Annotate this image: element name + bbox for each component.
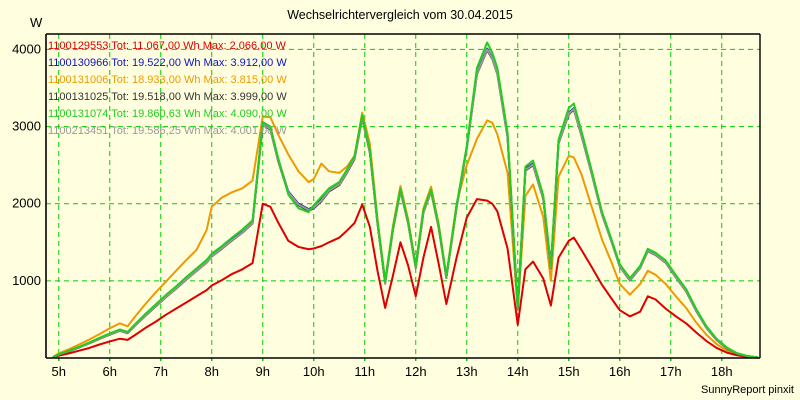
x-axis-tick-label: 18h bbox=[711, 364, 733, 379]
y-axis-unit-label: W bbox=[30, 15, 43, 30]
legend-item-1100131006: 1100131006 Tot: 18.933,00 Wh Max: 3.815,… bbox=[48, 74, 287, 86]
chart-title: Wechselrichtervergleich vom 30.04.2015 bbox=[287, 8, 513, 22]
legend-item-1100130966: 1100130966 Tot: 19.522,00 Wh Max: 3.912,… bbox=[48, 57, 287, 69]
x-axis-tick-label: 15h bbox=[558, 364, 580, 379]
y-axis-tick-label: 2000 bbox=[12, 196, 41, 211]
y-axis-tick-label: 1000 bbox=[12, 273, 41, 288]
x-axis-tick-label: 14h bbox=[507, 364, 529, 379]
x-axis-tick-label: 13h bbox=[456, 364, 478, 379]
legend-item-1100131025: 1100131025 Tot: 19.518,00 Wh Max: 3.999,… bbox=[48, 91, 287, 103]
series-line-1100131074 bbox=[52, 41, 759, 359]
legend-item-1100131074: 1100131074 Tot: 19.860,63 Wh Max: 4.090,… bbox=[48, 108, 287, 120]
x-axis-tick-label: 8h bbox=[205, 364, 219, 379]
series-line-1100129553 bbox=[52, 198, 759, 359]
x-axis-tick-label: 11h bbox=[354, 364, 375, 379]
x-axis-tick-label: 6h bbox=[103, 364, 117, 379]
series-line-1100131006 bbox=[52, 111, 759, 359]
watermark-label: SunnyReport pinxit bbox=[701, 384, 794, 396]
chart-legend: 1100129553 Tot: 11.067,00 Wh Max: 2.066,… bbox=[48, 40, 287, 137]
x-axis-tick-label: 12h bbox=[405, 364, 427, 379]
x-axis-tick-label: 7h bbox=[154, 364, 168, 379]
legend-item-1100213451: 1100213451 Tot: 19.586,25 Wh Max: 4.001,… bbox=[48, 125, 287, 137]
y-axis-tick-labels: 1000 2000 3000 4000 bbox=[12, 41, 41, 287]
axis-lines bbox=[45, 33, 761, 361]
legend-item-1100129553: 1100129553 Tot: 11.067,00 Wh Max: 2.066,… bbox=[48, 40, 287, 52]
x-axis-tick-labels: 5h 6h 7h 8h 9h 10h 11h 12h 13h 14h 15h 16h 17h 18h bbox=[52, 364, 733, 379]
y-axis-tick-label: 4000 bbox=[12, 41, 41, 56]
x-axis-tick-label: 9h bbox=[256, 364, 270, 379]
x-axis-tick-label: 16h bbox=[609, 364, 631, 379]
x-axis-tick-label: 10h bbox=[303, 364, 325, 379]
x-axis-tick-label: 17h bbox=[660, 364, 682, 379]
series-lines bbox=[52, 41, 759, 359]
x-axis-tick-label: 5h bbox=[52, 364, 66, 379]
grid-lines bbox=[46, 34, 760, 358]
y-axis-tick-label: 3000 bbox=[12, 119, 41, 134]
